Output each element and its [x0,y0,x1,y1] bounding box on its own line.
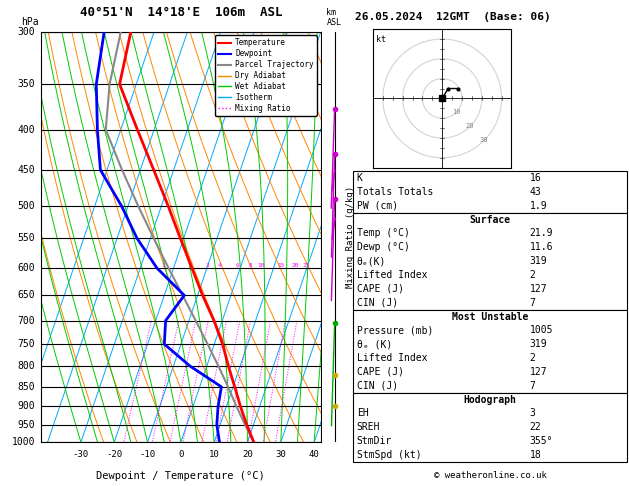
Text: 400: 400 [18,125,35,135]
Text: -30: -30 [73,451,89,459]
Text: 1.9: 1.9 [530,201,547,211]
Text: 127: 127 [530,284,547,294]
Text: 18: 18 [530,450,542,460]
Text: Most Unstable: Most Unstable [452,312,528,322]
Text: StmDir: StmDir [357,436,392,446]
Text: Pressure (mb): Pressure (mb) [357,326,433,335]
Text: Lifted Index: Lifted Index [357,353,427,363]
Text: 10: 10 [452,109,460,115]
Text: Mixing Ratio (g/kg): Mixing Ratio (g/kg) [346,186,355,288]
Text: 5: 5 [326,237,331,246]
Text: 750: 750 [18,339,35,349]
Text: 25: 25 [303,263,310,268]
Text: Dewpoint / Temperature (°C): Dewpoint / Temperature (°C) [96,471,265,481]
Text: 350: 350 [18,79,35,89]
Text: 850: 850 [18,382,35,392]
Text: 1: 1 [326,401,331,410]
Text: 900: 900 [18,401,35,411]
Legend: Temperature, Dewpoint, Parcel Trajectory, Dry Adiabat, Wet Adiabat, Isotherm, Mi: Temperature, Dewpoint, Parcel Trajectory… [214,35,317,116]
Text: Surface: Surface [470,215,511,225]
Text: Lifted Index: Lifted Index [357,270,427,280]
Text: LCL: LCL [326,384,342,393]
Text: 550: 550 [18,233,35,243]
Text: 6: 6 [326,194,331,204]
Text: 2: 2 [530,270,535,280]
Text: Temp (°C): Temp (°C) [357,228,409,239]
Text: 319: 319 [530,256,547,266]
Text: θₑ (K): θₑ (K) [357,339,392,349]
Text: 500: 500 [18,201,35,211]
Text: CAPE (J): CAPE (J) [357,367,404,377]
Text: © weatheronline.co.uk: © weatheronline.co.uk [434,471,547,480]
Text: 43: 43 [530,187,542,197]
Text: SREH: SREH [357,422,380,433]
Text: km
ASL: km ASL [326,8,342,28]
Text: 650: 650 [18,290,35,300]
Text: 7: 7 [530,381,535,391]
Text: 10: 10 [257,263,265,268]
Text: 800: 800 [18,361,35,371]
Text: 355°: 355° [530,436,553,446]
Text: 4: 4 [326,279,331,288]
Text: 8: 8 [326,104,331,113]
Text: 950: 950 [18,420,35,430]
Text: CIN (J): CIN (J) [357,297,398,308]
Text: 7: 7 [326,150,331,159]
Text: 7: 7 [530,297,535,308]
Text: 1005: 1005 [530,326,553,335]
Text: CAPE (J): CAPE (J) [357,284,404,294]
Text: 15: 15 [277,263,284,268]
Text: 2: 2 [189,263,192,268]
Text: 10: 10 [209,451,220,459]
Text: 26.05.2024  12GMT  (Base: 06): 26.05.2024 12GMT (Base: 06) [355,12,551,22]
Text: 40°51'N  14°18'E  106m  ASL: 40°51'N 14°18'E 106m ASL [80,6,282,19]
Text: 8: 8 [248,263,252,268]
Text: 11.6: 11.6 [530,242,553,252]
Text: 700: 700 [18,315,35,326]
Text: 16: 16 [530,173,542,183]
Text: 319: 319 [530,339,547,349]
Text: 1: 1 [162,263,165,268]
Text: Totals Totals: Totals Totals [357,187,433,197]
Text: 30: 30 [479,137,488,143]
Text: StmSpd (kt): StmSpd (kt) [357,450,421,460]
Text: EH: EH [357,408,369,418]
Text: 20: 20 [465,123,474,129]
Text: Dewp (°C): Dewp (°C) [357,242,409,252]
Text: 20: 20 [291,263,299,268]
Text: 6: 6 [235,263,239,268]
Text: 450: 450 [18,165,35,175]
Text: Hodograph: Hodograph [464,395,517,405]
Text: 40: 40 [309,451,320,459]
Text: 2: 2 [326,360,331,369]
Text: -20: -20 [106,451,122,459]
Text: 4: 4 [218,263,221,268]
Text: 3: 3 [326,318,331,328]
Text: 22: 22 [530,422,542,433]
Text: 300: 300 [18,27,35,36]
Text: θₑ(K): θₑ(K) [357,256,386,266]
Text: hPa: hPa [21,17,39,28]
Text: 127: 127 [530,367,547,377]
Text: 2: 2 [530,353,535,363]
Text: 30: 30 [276,451,286,459]
Text: 0: 0 [178,451,184,459]
Text: 3: 3 [530,408,535,418]
Text: K: K [357,173,362,183]
Text: 3: 3 [205,263,209,268]
Text: 20: 20 [242,451,253,459]
Text: PW (cm): PW (cm) [357,201,398,211]
Text: 600: 600 [18,263,35,273]
Text: 1000: 1000 [12,437,35,447]
Text: -10: -10 [140,451,155,459]
Text: kt: kt [376,35,386,44]
Text: CIN (J): CIN (J) [357,381,398,391]
Text: 21.9: 21.9 [530,228,553,239]
